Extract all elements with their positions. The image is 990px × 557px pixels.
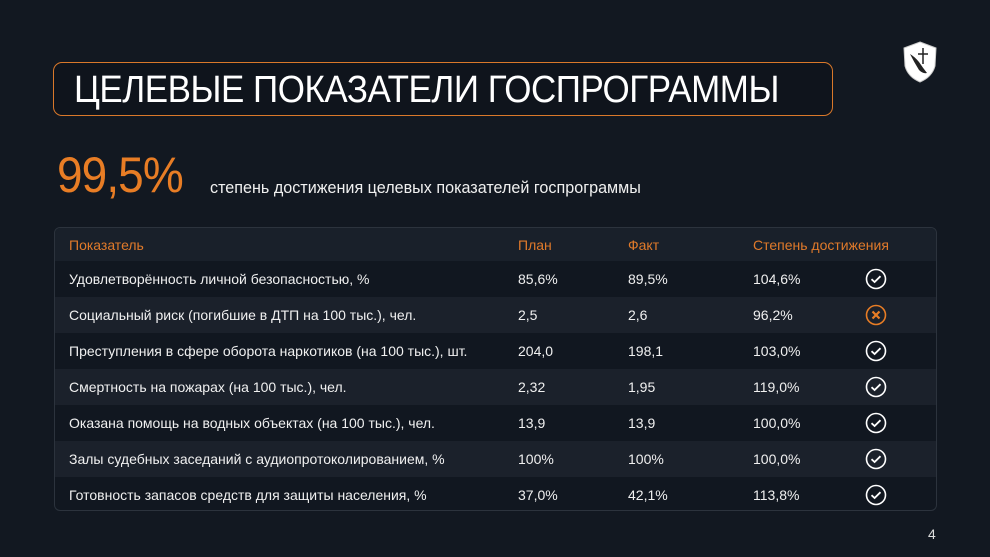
table-row: Преступления в сфере оборота наркотиков … [55, 333, 936, 369]
cell-plan: 100% [518, 451, 554, 467]
table-header: Показатель План Факт Степень достижения [55, 228, 936, 261]
cell-indicator: Смертность на пожарах (на 100 тыс.), чел… [69, 379, 347, 395]
table-row: Готовность запасов средств для защиты на… [55, 477, 936, 510]
header-fact: Факт [628, 236, 660, 253]
cell-degree: 103,0% [753, 343, 801, 359]
cell-degree: 104,6% [753, 271, 801, 287]
check-circle-icon [865, 448, 887, 470]
cell-plan: 37,0% [518, 487, 558, 503]
cell-indicator: Готовность запасов средств для защиты на… [69, 487, 427, 503]
cell-degree: 100,0% [753, 415, 801, 431]
cell-indicator: Преступления в сфере оборота наркотиков … [69, 343, 468, 359]
indicators-table: Показатель План Факт Степень достижения … [54, 227, 937, 511]
check-circle-icon [865, 376, 887, 398]
table-row: Залы судебных заседаний с аудиопротоколи… [55, 441, 936, 477]
cell-plan: 85,6% [518, 271, 558, 287]
cell-indicator: Залы судебных заседаний с аудиопротоколи… [69, 451, 445, 467]
shield-logo-icon [903, 41, 937, 83]
table-row: Социальный риск (погибшие в ДТП на 100 т… [55, 297, 936, 333]
cell-plan: 204,0 [518, 343, 554, 359]
cell-fact: 42,1% [628, 487, 668, 503]
cell-degree: 113,8% [753, 487, 800, 503]
cell-degree: 96,2% [753, 307, 793, 323]
cell-fact: 89,5% [628, 271, 668, 287]
page-number: 4 [928, 526, 936, 542]
cell-indicator: Удовлетворённость личной безопасностью, … [69, 271, 370, 287]
summary-value: 99,5% [57, 147, 184, 203]
check-circle-icon [865, 484, 887, 506]
summary-label: степень достижения целевых показателей г… [210, 178, 641, 197]
check-circle-icon [865, 340, 887, 362]
cell-plan: 2,5 [518, 307, 538, 323]
check-circle-icon [865, 412, 887, 434]
cell-fact: 13,9 [628, 415, 656, 431]
cell-degree: 100,0% [753, 451, 801, 467]
header-plan: План [518, 236, 552, 253]
cell-degree: 119,0% [753, 379, 800, 395]
header-indicator: Показатель [69, 236, 144, 253]
table-row: Удовлетворённость личной безопасностью, … [55, 261, 936, 297]
cell-plan: 2,32 [518, 379, 546, 395]
check-circle-icon [865, 268, 887, 290]
title-box: ЦЕЛЕВЫЕ ПОКАЗАТЕЛИ ГОСПРОГРАММЫ [53, 62, 833, 116]
table-row: Оказана помощь на водных объектах (на 10… [55, 405, 936, 441]
table-row: Смертность на пожарах (на 100 тыс.), чел… [55, 369, 936, 405]
cell-fact: 100% [628, 451, 664, 467]
cell-indicator: Оказана помощь на водных объектах (на 10… [69, 415, 435, 431]
cell-plan: 13,9 [518, 415, 546, 431]
cell-fact: 1,95 [628, 379, 656, 395]
cell-fact: 198,1 [628, 343, 664, 359]
page-title: ЦЕЛЕВЫЕ ПОКАЗАТЕЛИ ГОСПРОГРАММЫ [74, 69, 779, 111]
cell-fact: 2,6 [628, 307, 648, 323]
cell-indicator: Социальный риск (погибшие в ДТП на 100 т… [69, 307, 417, 323]
header-degree: Степень достижения [753, 236, 889, 253]
cross-circle-icon [865, 304, 887, 326]
